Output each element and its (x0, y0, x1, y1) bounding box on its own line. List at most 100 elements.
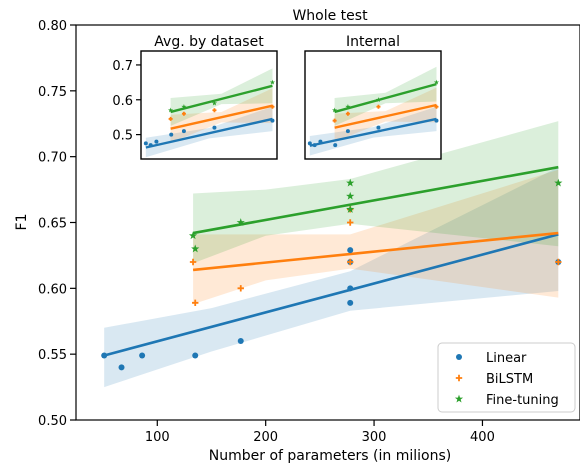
linear-inset-point (434, 118, 439, 123)
bilstm-point (189, 258, 197, 266)
linear-inset-point (148, 143, 153, 148)
legend-marker-fine-tuning (454, 394, 464, 403)
bilstm-inset-regression-line (334, 103, 437, 129)
bilstm-inset-band (334, 87, 437, 142)
fine-tuning-point (236, 218, 245, 226)
bilstm-inset-point (168, 116, 173, 121)
fine-tuning-inset-point (168, 107, 174, 113)
legend-label-fine-tuning: Fine-tuning (486, 393, 559, 408)
bilstm-point (237, 285, 244, 292)
linear-inset-point (154, 139, 159, 144)
linear-point (139, 352, 146, 359)
inset-bands (309, 66, 437, 156)
bilstm-point (347, 219, 354, 226)
fine-tuning-inset-regression-line (170, 84, 273, 114)
linear-inset-point (212, 125, 217, 130)
fine-tuning-point (346, 205, 355, 213)
linear-point (347, 247, 354, 254)
bilstm-inset-point (434, 104, 439, 109)
bilstm-inset-point (376, 104, 381, 109)
bilstm-inset-regression-line (170, 104, 273, 130)
y-axis-ticks: 0.50 0.55 0.60 0.65 0.70 0.75 0.80 (38, 19, 76, 429)
regression-lines (103, 165, 559, 357)
fine-tuning-point (346, 191, 355, 200)
linear-inset-regression-line (309, 117, 437, 147)
x-axis-label: Number of parameters (in milions) (209, 448, 451, 464)
legend-label-bilstm: BiLSTM (486, 372, 533, 387)
inset-title: Avg. by dataset (154, 34, 264, 50)
linear-inset-point (312, 143, 317, 148)
linear-point (347, 285, 354, 292)
linear-inset-point (345, 129, 350, 134)
y-tick-label: 0.50 (38, 414, 67, 429)
linear-point (101, 352, 108, 359)
fine-tuning-point (191, 244, 200, 253)
bilstm-inset-band (170, 88, 273, 143)
x-tick-label: 300 (362, 430, 387, 445)
fine-tuning-point (554, 178, 563, 187)
y-axis-label: F1 (14, 214, 30, 231)
linear-point (347, 299, 354, 306)
legend-label-linear: Linear (486, 351, 527, 366)
linear-inset-band (309, 106, 437, 156)
inset-frame (304, 50, 442, 160)
chart-title: Whole test (292, 8, 368, 24)
bilstm-regression-line (192, 231, 559, 272)
legend-markers (454, 354, 464, 403)
confidence-bands (104, 121, 559, 388)
linear-inset-point (169, 132, 174, 137)
inset-background (141, 51, 277, 159)
legend-box (437, 342, 576, 413)
fine-tuning-confidence-band (193, 121, 559, 264)
fine-tuning-inset-point (375, 97, 382, 102)
linear-point (237, 338, 244, 344)
x-tick-label: 200 (253, 430, 278, 445)
bilstm-point (192, 299, 199, 307)
y-tick-label: 0.70 (38, 151, 67, 166)
fine-tuning-inset-point (269, 79, 276, 85)
inset-title: Internal (346, 34, 400, 50)
bilstm-confidence-band (193, 169, 559, 305)
linear-inset-point (181, 129, 186, 134)
inset-y-tick-label: 0.6 (112, 94, 133, 109)
inset-y-tick-label: 0.7 (112, 59, 133, 74)
inset-frame (140, 50, 278, 160)
inset-points (307, 79, 440, 148)
x-tick-label: 400 (470, 430, 495, 445)
legend-marker-bilstm (455, 374, 463, 382)
fine-tuning-inset-point (345, 104, 351, 109)
linear-inset-point (318, 139, 323, 144)
y-tick-label: 0.65 (38, 217, 67, 232)
linear-point (192, 352, 199, 359)
bilstm-inset-point (212, 108, 217, 113)
bilstm-point (555, 258, 562, 266)
inset-lines (309, 82, 437, 147)
inset-y-tick-label: 0.5 (112, 129, 133, 144)
fine-tuning-point (346, 178, 355, 187)
fine-tuning-point (188, 231, 198, 240)
y-tick-label: 0.55 (38, 348, 67, 363)
fine-tuning-inset-regression-line (334, 82, 437, 114)
bilstm-point (347, 258, 354, 266)
inset-avg-by-dataset: Avg. by dataset 0.5 0.6 0.7 (112, 34, 278, 160)
fine-tuning-inset-point (433, 79, 440, 85)
fine-tuning-inset-point (332, 107, 338, 113)
linear-regression-line (103, 233, 559, 357)
linear-inset-point (270, 118, 275, 123)
bilstm-inset-point (332, 118, 337, 123)
linear-inset-point (376, 125, 381, 130)
linear-confidence-band (104, 167, 559, 388)
legend: Linear BiLSTM Fine-tuning (437, 342, 576, 413)
fine-tuning-inset-band (334, 66, 437, 126)
fine-tuning-inset-point (211, 100, 218, 106)
y-tick-label: 0.60 (38, 282, 67, 297)
bilstm-inset-point (181, 111, 186, 116)
fine-tuning-inset-band (170, 68, 273, 126)
linear-inset-point (307, 141, 312, 146)
bilstm-inset-point (270, 104, 275, 109)
y-tick-label: 0.75 (38, 85, 67, 100)
x-tick-label: 100 (145, 430, 170, 445)
inset-lines (145, 84, 273, 149)
legend-marker-linear (456, 354, 462, 360)
linear-inset-regression-line (145, 117, 273, 149)
